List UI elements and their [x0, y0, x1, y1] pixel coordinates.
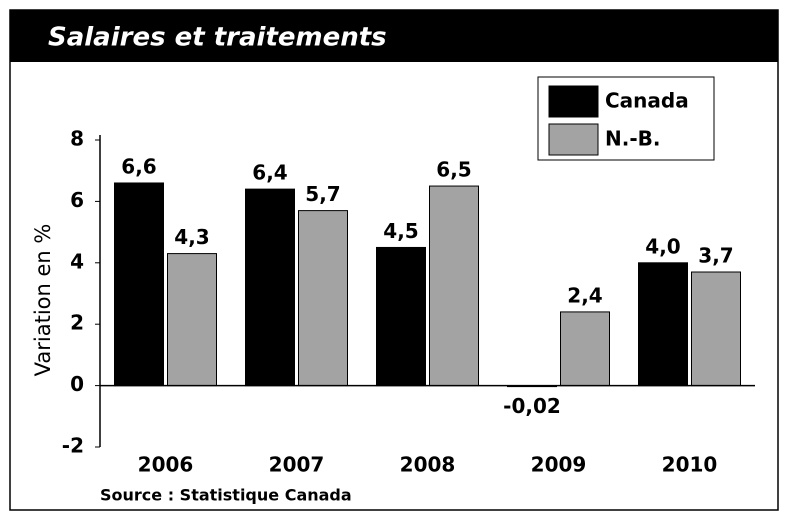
value-label: 4,3 — [174, 225, 209, 249]
y-tick-label: 2 — [70, 311, 84, 335]
value-label: -0,02 — [503, 394, 561, 418]
value-label: 3,7 — [698, 244, 733, 268]
bar — [167, 253, 217, 387]
bar — [298, 210, 348, 387]
y-tick-label: 8 — [70, 127, 84, 151]
y-axis-label: Variation en % — [31, 224, 55, 377]
x-tick-label: 2010 — [662, 453, 718, 477]
source: Source : Statistique Canada — [100, 486, 352, 505]
legend-label: Canada — [605, 89, 689, 113]
y-tick-label: 6 — [70, 188, 84, 212]
legend-swatch — [548, 123, 599, 156]
value-label: 6,6 — [121, 154, 156, 178]
bar — [691, 271, 741, 387]
legend-swatch — [548, 85, 599, 118]
title-bar — [10, 10, 778, 62]
bar — [560, 311, 610, 387]
value-label: 4,5 — [383, 219, 418, 243]
y-tick-label: 4 — [70, 249, 84, 273]
bar — [429, 185, 479, 387]
bar — [376, 246, 426, 387]
bar — [638, 262, 688, 387]
bar — [245, 188, 295, 387]
x-tick-label: 2008 — [400, 453, 456, 477]
x-tick-label: 2006 — [138, 453, 194, 477]
x-tick-label: 2009 — [531, 453, 587, 477]
value-label: 2,4 — [567, 283, 602, 307]
y-tick-label: -2 — [62, 434, 84, 458]
value-label: 4,0 — [645, 234, 680, 258]
value-label: 5,7 — [305, 182, 340, 206]
value-label: 6,5 — [436, 158, 471, 182]
chart-title: Salaires et traitements — [48, 23, 387, 53]
bar — [114, 182, 164, 387]
x-tick-label: 2007 — [269, 453, 325, 477]
y-tick-label: 0 — [70, 372, 84, 396]
value-label: 6,4 — [252, 161, 287, 185]
legend-label: N.-B. — [605, 127, 660, 151]
